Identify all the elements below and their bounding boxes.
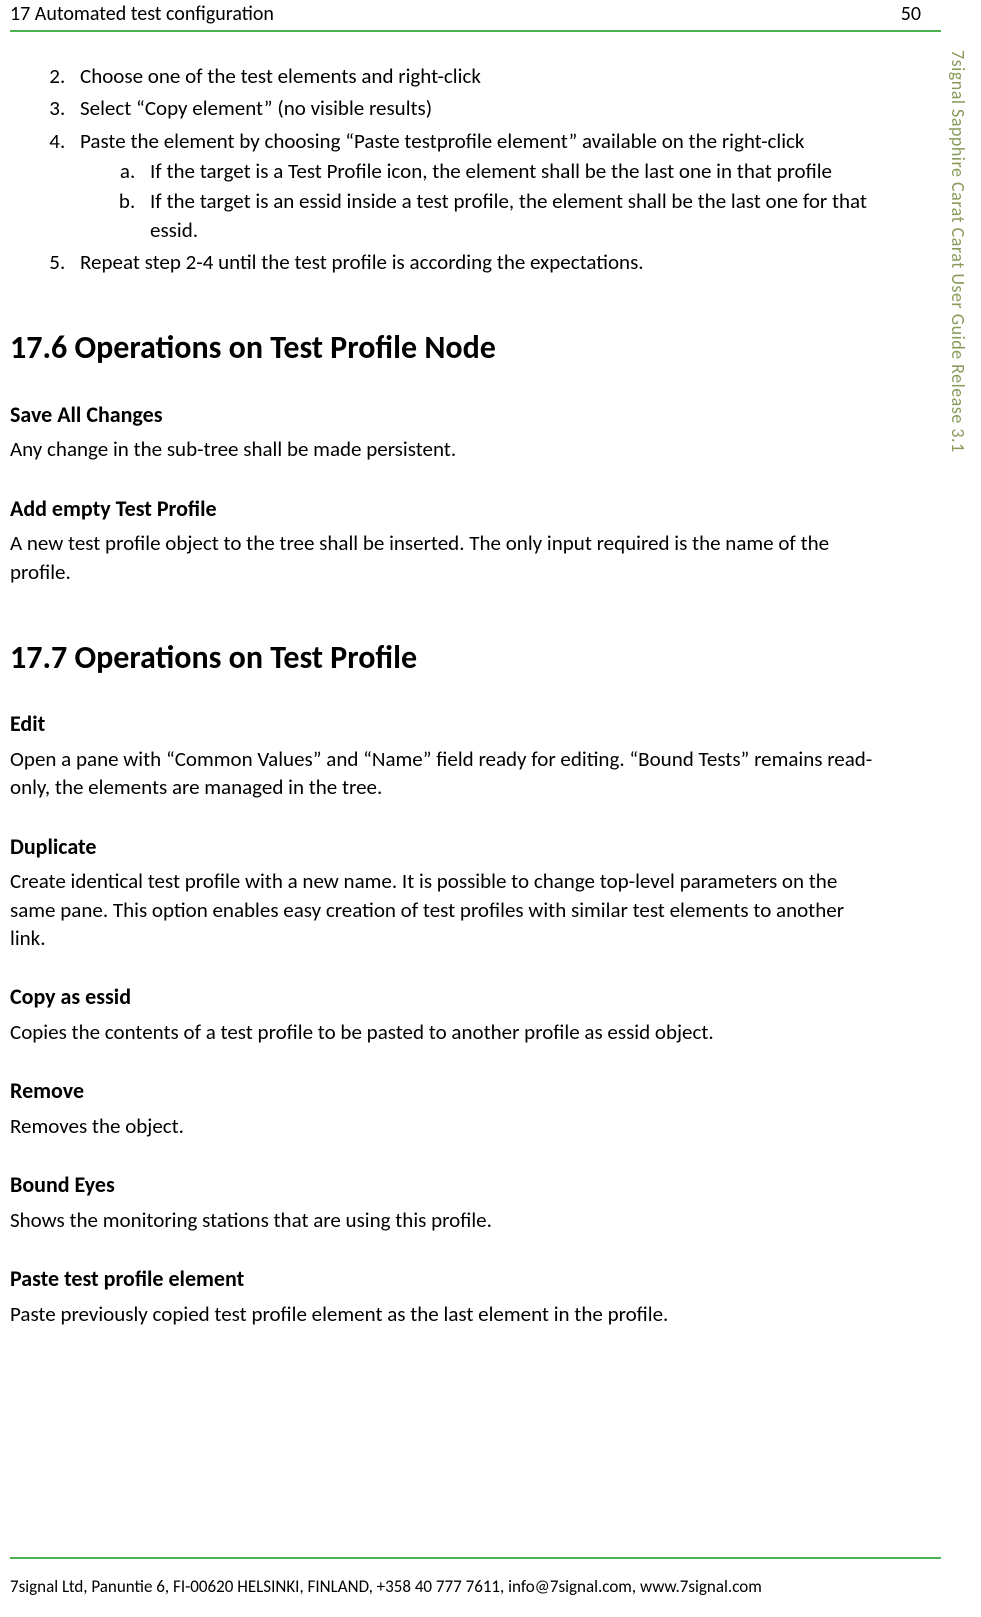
numbered-steps: Choose one of the test elements and righ…: [70, 62, 881, 276]
subsection-heading: Duplicate: [10, 832, 881, 862]
subsection-heading: Paste test profile element: [10, 1264, 881, 1294]
section-heading-176: 17.6 Operations on Test Profile Node: [10, 326, 881, 369]
step-text: Repeat step 2-4 until the test profile i…: [80, 249, 644, 275]
subsection-heading: Save All Changes: [10, 400, 881, 430]
step-item: Choose one of the test elements and righ…: [70, 62, 881, 90]
subsection-heading: Add empty Test Profile: [10, 494, 881, 524]
step-text: Choose one of the test elements and righ…: [80, 63, 481, 89]
header-rule: [10, 30, 941, 32]
step-text: Paste the element by choosing “Paste tes…: [80, 128, 804, 154]
vertical-doc-title: 7signal Sapphire Carat Carat User Guide …: [947, 50, 969, 453]
content: Choose one of the test elements and righ…: [10, 62, 941, 1328]
header-left: 17 Automated test configuration: [10, 2, 274, 26]
subsection-body: Any change in the sub-tree shall be made…: [10, 435, 881, 463]
step-item: Select “Copy element” (no visible result…: [70, 94, 881, 122]
page: 17 Automated test configuration 50 7sign…: [0, 0, 981, 1617]
subsection-body: Shows the monitoring stations that are u…: [10, 1206, 881, 1234]
section-heading-177: 17.7 Operations on Test Profile: [10, 636, 881, 679]
step-text: Select “Copy element” (no visible result…: [80, 95, 432, 121]
subsection-body: Copies the contents of a test profile to…: [10, 1018, 881, 1046]
footer-text: 7signal Ltd, Panuntie 6, FI-00620 HELSIN…: [10, 1576, 941, 1597]
substep-text: If the target is an essid inside a test …: [150, 188, 867, 242]
substep-item: If the target is an essid inside a test …: [140, 187, 881, 244]
subsection-body: Open a pane with “Common Values” and “Na…: [10, 745, 881, 802]
subsection-heading: Copy as essid: [10, 982, 881, 1012]
subsection-heading: Remove: [10, 1076, 881, 1106]
step-item: Paste the element by choosing “Paste tes…: [70, 127, 881, 244]
subsection-body: Removes the object.: [10, 1112, 881, 1140]
header-page-number: 50: [901, 2, 921, 26]
subsection-heading: Bound Eyes: [10, 1170, 881, 1200]
page-header: 17 Automated test configuration 50: [10, 0, 941, 26]
subsection-body: A new test profile object to the tree sh…: [10, 529, 881, 586]
subsection-body: Create identical test profile with a new…: [10, 867, 881, 952]
subsection-heading: Edit: [10, 709, 881, 739]
sub-steps: If the target is a Test Profile icon, th…: [140, 157, 881, 244]
subsection-body: Paste previously copied test profile ele…: [10, 1300, 881, 1328]
footer-rule: [10, 1557, 941, 1559]
step-item: Repeat step 2-4 until the test profile i…: [70, 248, 881, 276]
substep-text: If the target is a Test Profile icon, th…: [150, 158, 832, 184]
substep-item: If the target is a Test Profile icon, th…: [140, 157, 881, 185]
